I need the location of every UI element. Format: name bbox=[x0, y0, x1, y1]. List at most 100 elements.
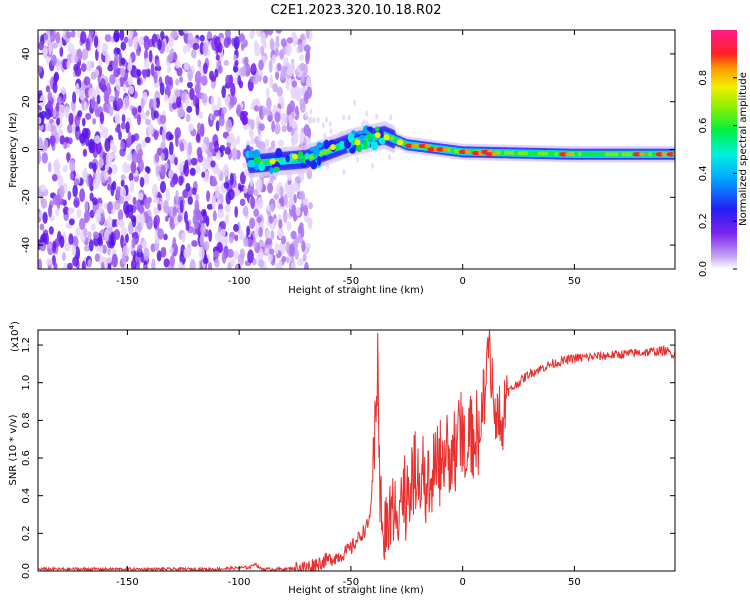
spectrogram-noise-cell bbox=[278, 259, 283, 269]
spectrogram-noise-cell bbox=[117, 209, 124, 222]
spectrogram-noise-cell bbox=[291, 80, 298, 88]
snr-series-line bbox=[38, 330, 675, 571]
spectrogram-noise-cell bbox=[308, 202, 313, 210]
spectrogram-noise-cell bbox=[185, 113, 191, 123]
spectrogram-noise-cell bbox=[256, 196, 264, 210]
spectrogram-noise-cell bbox=[174, 156, 178, 166]
spectrogram-noise-cell bbox=[232, 250, 239, 260]
spectrogram-noise-cell bbox=[279, 195, 285, 207]
spectrogram-noise-cell bbox=[177, 214, 182, 223]
spectrogram-ridge-blob bbox=[305, 159, 310, 164]
spectrogram-noise-cell bbox=[88, 239, 94, 252]
spectrogram-noise-cell bbox=[101, 126, 109, 139]
spectrogram-noise-cell bbox=[225, 119, 233, 133]
spectrogram-noise-cell bbox=[81, 117, 86, 127]
spectrogram-ridge-blob bbox=[304, 152, 310, 160]
spectrogram-noise-cell bbox=[66, 152, 71, 163]
spectrogram-noise-cell bbox=[254, 43, 261, 57]
spectrogram-noise-cell bbox=[120, 179, 125, 187]
spectrogram-noise-cell bbox=[264, 247, 270, 254]
spectrogram-ridge-blob bbox=[347, 132, 355, 143]
spectrogram-noise-cell bbox=[231, 147, 238, 161]
spectrogram-noise-cell bbox=[96, 94, 101, 105]
spectrogram-noise-cell bbox=[153, 196, 160, 204]
spectrogram-noise-cell bbox=[94, 108, 102, 118]
spectrogram-noise-cell bbox=[253, 208, 260, 218]
spectrogram-noise-cell bbox=[306, 137, 310, 144]
spectrogram-noise-cell bbox=[122, 83, 127, 93]
spectrogram-strong-peak bbox=[491, 152, 498, 157]
spectrogram-noise-cell bbox=[324, 117, 328, 124]
spectrogram-noise-cell bbox=[66, 123, 74, 134]
spectrogram-noise-cell bbox=[267, 253, 273, 263]
spectrogram-ridge-peak bbox=[540, 151, 546, 156]
spectrogram-noise-cell bbox=[303, 203, 308, 217]
spectrogram-ridge-blob bbox=[273, 166, 280, 172]
colorbar-tick-label: 0.0 bbox=[698, 261, 709, 277]
spectrogram-noise-cell bbox=[176, 95, 182, 108]
snr-ylabel: SNR (10 * v/v) bbox=[8, 414, 19, 485]
spectrogram-noise-cell bbox=[291, 204, 296, 214]
spectrogram-noise-cell bbox=[192, 42, 200, 51]
spectrogram-noise-cell bbox=[95, 170, 102, 184]
spectrogram-ridge-peak bbox=[577, 152, 583, 157]
spectrogram-noise-cell bbox=[233, 66, 239, 73]
spectrogram-noise-cell bbox=[242, 162, 247, 169]
spectrogram-noise-cell bbox=[238, 229, 244, 240]
spectrogram-noise-cell bbox=[61, 252, 66, 261]
spectrogram-noise-cell bbox=[309, 108, 313, 115]
spectrogram-noise-cell bbox=[112, 180, 117, 191]
spectrogram-noise-cell bbox=[356, 156, 360, 163]
spectrogram-noise-cell bbox=[92, 162, 97, 173]
spectrogram-ridge-blob bbox=[321, 155, 327, 160]
spectrogram-strong-peak bbox=[639, 152, 646, 157]
spectrogram-ridge-peak bbox=[621, 152, 626, 157]
spectrogram-noise-cell bbox=[252, 78, 259, 85]
snr-xtick-label: 0 bbox=[459, 577, 465, 588]
spectrogram-ridge-blob bbox=[349, 147, 356, 154]
spectrogram-noise-cell bbox=[106, 202, 113, 212]
spectrogram-noise-cell bbox=[178, 175, 184, 186]
spectrogram-noise-cell bbox=[223, 181, 230, 189]
spectrogram-panel: -150 -100 -50 0 50 -40 -20 0 20 40 Height of str… bbox=[8, 29, 676, 296]
spectrogram-noise-cell bbox=[121, 252, 126, 265]
spectrogram-noise-cell bbox=[128, 55, 132, 69]
spectrogram-noise-cell bbox=[265, 238, 273, 246]
spectrogram-noise-cell bbox=[153, 207, 159, 215]
spectrogram-strong-peak bbox=[424, 144, 431, 148]
spectrogram-noise-cell bbox=[216, 167, 221, 177]
spectrogram-noise-cell bbox=[302, 253, 307, 263]
spectrogram-ridge-peak bbox=[450, 148, 455, 153]
spectrogram-strong-peak bbox=[633, 152, 642, 157]
spectrogram-noise-cell bbox=[187, 32, 194, 47]
spectrogram-noise-cell bbox=[60, 86, 67, 95]
spectrogram-noise-cell bbox=[285, 43, 292, 57]
spectrogram-ridge-peak bbox=[607, 152, 613, 157]
spectrogram-noise-cell bbox=[217, 96, 221, 111]
spectrogram-noise-cell bbox=[165, 45, 170, 53]
spectrogram-noise-cell bbox=[163, 199, 169, 214]
spectrogram-noise-cell bbox=[157, 38, 162, 51]
spectrogram-noise-cell bbox=[257, 74, 262, 83]
spectrogram-noise-cell bbox=[213, 250, 220, 258]
spectrogram-ridge-blob bbox=[370, 141, 379, 151]
spectrogram-ridge-blob bbox=[279, 159, 287, 164]
spectrogram-noise-cell bbox=[290, 84, 297, 99]
spectrogram-noise-cell bbox=[137, 244, 142, 253]
spectrogram-noise-cell bbox=[299, 62, 306, 71]
spectrogram-ridge-peak bbox=[648, 152, 653, 157]
spectrogram-noise-cell bbox=[81, 48, 89, 61]
spectrogram-noise-cell bbox=[302, 197, 309, 205]
spectrogram-noise-cell bbox=[86, 60, 92, 72]
spectrogram-noise-cell bbox=[195, 193, 200, 200]
spectrogram-noise-cell bbox=[299, 54, 304, 62]
spectrogram-noise-cell bbox=[230, 82, 236, 97]
spectrogram-noise-cell bbox=[234, 59, 239, 66]
spectrogram-noise-cell bbox=[266, 204, 271, 212]
spectrogram-noise-cell bbox=[229, 172, 234, 186]
spectrogram-noise-cell bbox=[108, 105, 114, 117]
spectrogram-noise-cell bbox=[118, 130, 122, 141]
spectrogram-noise-cell bbox=[189, 259, 196, 269]
spectrogram-noise-cell bbox=[174, 89, 181, 98]
spectrogram-noise-cell bbox=[124, 195, 129, 203]
